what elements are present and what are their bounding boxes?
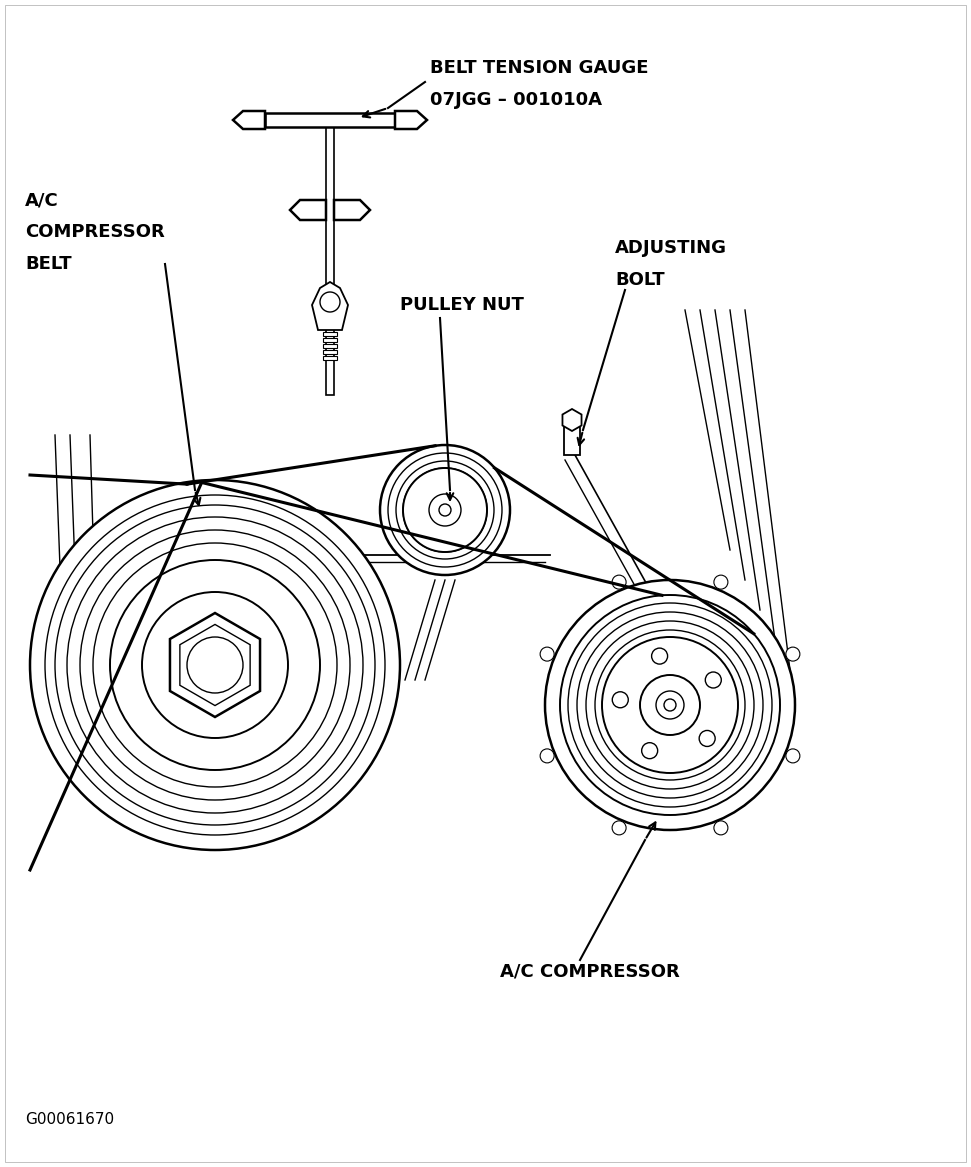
Polygon shape	[170, 613, 260, 717]
Circle shape	[560, 595, 780, 815]
Text: A/C COMPRESSOR: A/C COMPRESSOR	[500, 963, 680, 981]
FancyBboxPatch shape	[323, 331, 337, 336]
Text: PULLEY NUT: PULLEY NUT	[400, 296, 524, 314]
Polygon shape	[233, 111, 265, 130]
Circle shape	[699, 731, 716, 747]
Text: COMPRESSOR: COMPRESSOR	[25, 223, 165, 242]
Circle shape	[403, 468, 487, 552]
Polygon shape	[312, 282, 348, 330]
Circle shape	[540, 749, 554, 763]
Polygon shape	[562, 408, 582, 431]
Circle shape	[642, 742, 657, 759]
Circle shape	[602, 637, 738, 773]
Circle shape	[613, 692, 628, 707]
Polygon shape	[290, 200, 326, 221]
Text: 07JGG – 001010A: 07JGG – 001010A	[430, 91, 602, 109]
Polygon shape	[395, 111, 427, 130]
Circle shape	[652, 648, 668, 664]
Text: ADJUSTING: ADJUSTING	[615, 239, 727, 257]
FancyBboxPatch shape	[323, 344, 337, 348]
Circle shape	[705, 672, 721, 689]
FancyBboxPatch shape	[323, 350, 337, 354]
FancyBboxPatch shape	[564, 427, 580, 455]
Circle shape	[786, 648, 800, 661]
Circle shape	[786, 749, 800, 763]
Text: BOLT: BOLT	[615, 271, 664, 289]
Circle shape	[110, 560, 320, 770]
Text: G00061670: G00061670	[25, 1112, 115, 1127]
Polygon shape	[423, 455, 467, 555]
Text: BELT: BELT	[25, 256, 72, 273]
Circle shape	[429, 494, 461, 526]
Circle shape	[380, 445, 510, 575]
Text: A/C: A/C	[25, 191, 59, 209]
Circle shape	[664, 699, 676, 711]
FancyBboxPatch shape	[323, 338, 337, 342]
Circle shape	[656, 691, 684, 719]
FancyBboxPatch shape	[326, 127, 334, 394]
Circle shape	[545, 580, 795, 830]
Circle shape	[187, 637, 243, 693]
Text: BELT TENSION GAUGE: BELT TENSION GAUGE	[430, 60, 649, 77]
Circle shape	[142, 592, 288, 738]
Polygon shape	[334, 200, 370, 221]
FancyBboxPatch shape	[323, 356, 337, 359]
FancyBboxPatch shape	[265, 113, 395, 127]
Circle shape	[30, 480, 400, 850]
Circle shape	[612, 575, 626, 589]
Circle shape	[714, 820, 728, 834]
Circle shape	[439, 504, 451, 516]
Circle shape	[612, 820, 626, 834]
Circle shape	[714, 575, 728, 589]
Circle shape	[540, 648, 554, 661]
Circle shape	[640, 675, 700, 735]
Polygon shape	[180, 624, 251, 706]
